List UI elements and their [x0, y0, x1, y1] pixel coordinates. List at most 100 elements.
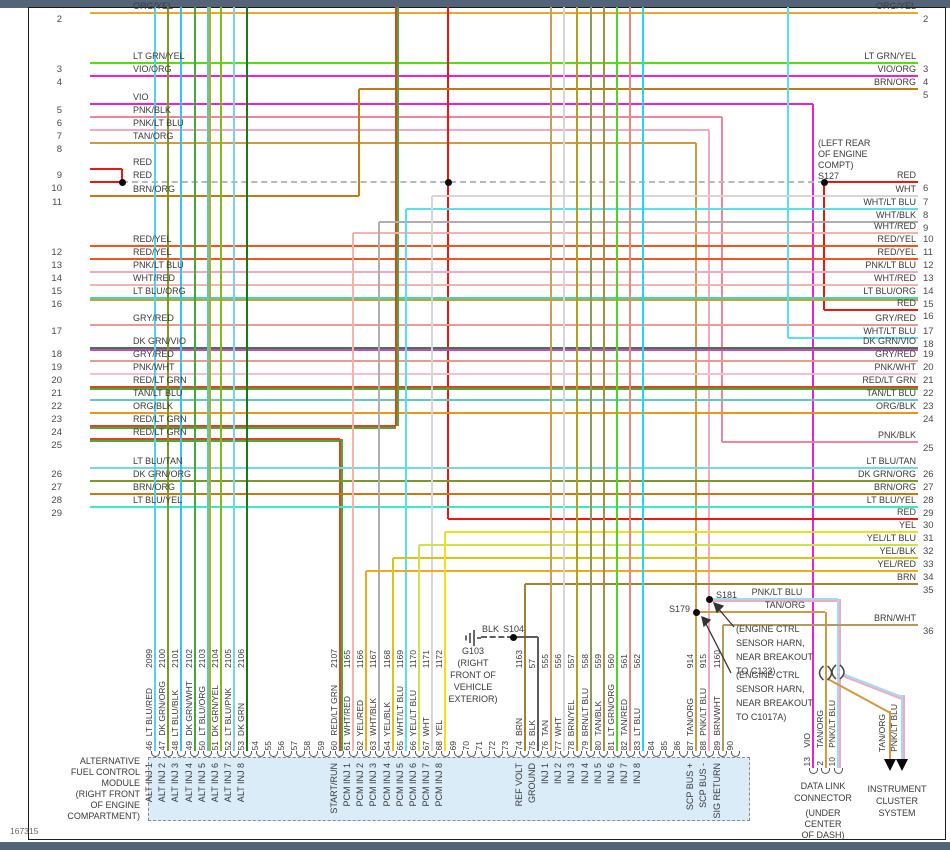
pin-function-label: INJ 1: [540, 763, 550, 785]
g103-ground-label: (RIGHT: [457, 658, 489, 668]
wire-sig-return: [722, 624, 918, 626]
left-row-number: 17: [51, 326, 62, 337]
right-row-label: WHT/BLK: [875, 210, 916, 220]
note-c1017a: (ENGINE CTRL: [736, 670, 800, 680]
pin-hook: [520, 751, 530, 757]
pin-wire-color: YEL/BLK: [381, 701, 392, 737]
pin-number: 59: [315, 740, 326, 750]
pin-hook: [242, 751, 252, 757]
wire-tan-org-scp: [90, 142, 697, 144]
pin-circuit-number: 2101: [170, 649, 181, 668]
wire-pin-80-riser: [602, 7, 605, 751]
pin-hook: [454, 751, 464, 757]
pin-circuit-number: 556: [553, 653, 564, 668]
pin-hook: [718, 751, 728, 757]
right-row-number: 23: [923, 401, 934, 412]
module-name-label: COMPARTMENT): [67, 811, 140, 821]
right-row-number: 5: [923, 90, 929, 101]
pin-number: 88: [698, 740, 709, 750]
right-row-label: WHT/LT BLU: [863, 326, 916, 336]
wire-org-blk: [90, 412, 918, 414]
pin-hook: [546, 751, 556, 757]
left-row-number: 15: [51, 286, 62, 297]
right-row-number: 3: [923, 64, 929, 75]
module-name-label: FUEL CONTROL: [70, 767, 140, 777]
module-name-label: MODULE: [101, 778, 140, 788]
pin-hook: [374, 751, 384, 757]
right-row-number: 16: [923, 311, 934, 322]
wire-pnk-blk: [722, 441, 918, 443]
dlc-location: CENTER: [804, 819, 842, 829]
pin-function-label: ALT INJ 7: [223, 763, 234, 803]
right-row-number: 22: [923, 388, 934, 399]
wire-pin-83-riser: [642, 7, 645, 751]
left-row-label: PNK/BLK: [133, 105, 172, 115]
left-row-label: TAN/LT BLU: [133, 388, 183, 398]
right-row-label: PNK/LT BLU: [865, 260, 916, 270]
left-row-number: 10: [51, 183, 62, 194]
wire-red-lt-grn-thru: [90, 386, 918, 388]
pin-number: 50: [196, 740, 207, 750]
left-row-label: ORG/BLK: [133, 401, 174, 411]
pin-number: 60: [328, 740, 339, 750]
pin-hook: [335, 751, 345, 757]
right-row-label: LT BLU/ORG: [863, 286, 916, 296]
pin-hook: [599, 751, 609, 757]
wire-vio-org: [90, 75, 918, 77]
pin-hook: [731, 751, 741, 757]
pin-number: 87: [685, 740, 696, 750]
left-row-label: LT BLU/YEL: [133, 495, 183, 505]
right-row-number: 4: [923, 77, 929, 88]
left-row-label: ORG/YEL: [133, 1, 174, 11]
pin-hook: [361, 751, 371, 757]
right-row-label: YEL/RED: [877, 559, 916, 569]
pin-number: 61: [342, 740, 352, 750]
left-row-label: GRY/RED: [133, 313, 174, 323]
right-row-label: LT BLU/TAN: [866, 456, 916, 466]
junction-dot: [444, 178, 452, 186]
pin-wire-color: TAN: [540, 719, 550, 736]
right-row-label: BRN: [896, 572, 916, 582]
wire-pcm-inj3: [378, 222, 381, 751]
g103-ground-label: G103: [461, 646, 485, 656]
left-row-number: 19: [51, 362, 62, 373]
s127-splice-label: COMPT): [818, 160, 854, 170]
pin-hook: [625, 751, 635, 757]
pin-hook: [678, 751, 688, 757]
pin-number: 85: [658, 740, 669, 750]
right-row-label: YEL: [898, 520, 916, 530]
pin-wire-color: DK GRN: [236, 702, 247, 736]
pin-number: 71: [474, 740, 484, 750]
pin-circuit-number: 2105: [223, 649, 234, 668]
pin-hook: [203, 751, 213, 757]
g103-ground-label: VEHICLE: [453, 682, 493, 692]
wire-red-lt-grn-top: [395, 7, 397, 426]
pin-number: 48: [170, 740, 181, 750]
top-chrome-bar: [0, 0, 950, 8]
s127-splice-label: S127: [818, 171, 840, 181]
pin-number: 74: [513, 740, 524, 750]
note-c123: TO C123): [736, 666, 776, 676]
pin-number: 79: [579, 740, 590, 750]
left-row-label: VIO: [133, 92, 149, 102]
pin-circuit-number: 1169: [394, 649, 405, 668]
wire-brn-org-jog: [90, 195, 359, 197]
right-row-label: GRY/RED: [875, 349, 916, 359]
wire-pnk-lt-blu-branch: [709, 598, 838, 600]
pin-wire-color: LT GRN/ORG: [606, 683, 616, 736]
left-row-label: VIO/ORG: [133, 64, 172, 74]
left-row-number: 21: [51, 388, 62, 399]
dlc-title: CONNECTOR: [794, 793, 852, 803]
left-row-label: PNK/LT BLU: [133, 260, 184, 270]
left-row-label: PNK/LT BLU: [133, 118, 184, 128]
wire-pin-46-riser: [154, 7, 156, 751]
junction-dot: [509, 633, 517, 641]
pin-hook: [612, 751, 622, 757]
pin-hook: [401, 751, 411, 757]
wire-pcm-inj3: [379, 221, 918, 223]
wire-pcm-inj6: [419, 544, 918, 546]
wire-pcm-inj1: [352, 233, 354, 751]
left-row-number: 4: [56, 77, 62, 88]
left-row-label: LT BLU/TAN: [133, 456, 183, 466]
